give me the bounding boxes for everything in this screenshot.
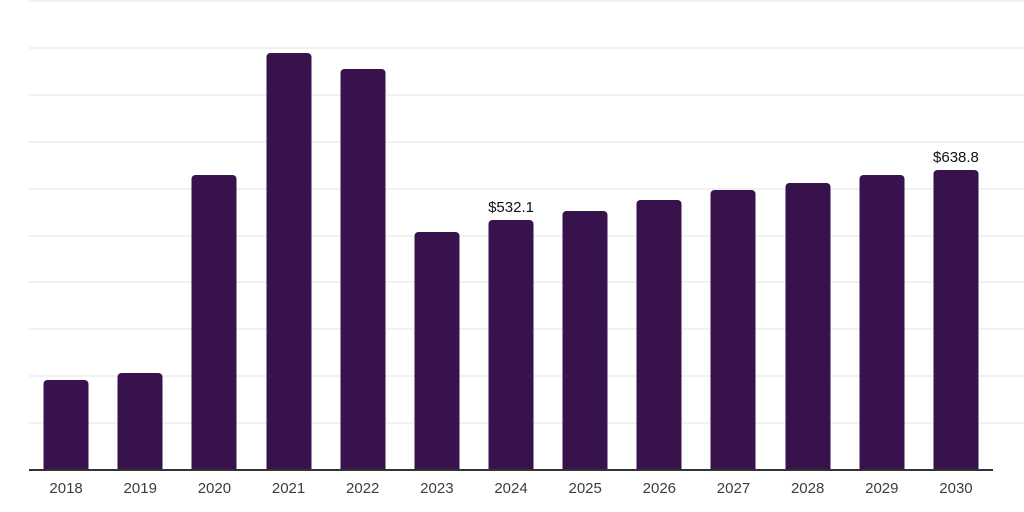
bar-2021: [266, 52, 312, 470]
x-axis-labels: 2018 2019 2020 2021 2022 2023 2024 2025 2026 2027…: [29, 477, 993, 501]
bar-2019: [117, 372, 163, 470]
bar-2024: [488, 220, 534, 470]
bar-slot: [103, 1, 177, 470]
bar-slot: [696, 1, 770, 470]
bar-2022: [340, 69, 386, 470]
bar-slot: $638.8: [919, 1, 993, 470]
bar-2027: [710, 190, 756, 470]
x-tick-label-2022: 2022: [346, 480, 380, 497]
bar-slot: $532.1: [474, 1, 548, 470]
bar-2028: [785, 182, 831, 470]
bar-slot: [400, 1, 474, 470]
bar-2020: [191, 175, 237, 470]
bar-slot: [771, 1, 845, 470]
bar-2026: [636, 199, 682, 470]
gridline: [29, 140, 1024, 143]
x-tick-label-2021: 2021: [271, 480, 306, 497]
x-tick-label-2026: 2026: [642, 480, 677, 497]
bar-slot: [29, 1, 103, 470]
gridline: [29, 187, 1024, 190]
x-tick-label-2024: 2024: [494, 480, 528, 497]
gridline: [29, 46, 1024, 49]
bar-slot: [177, 1, 251, 470]
gridline: [29, 93, 1024, 96]
x-tick-label-2018: 2018: [49, 480, 83, 497]
x-tick-label-2020: 2020: [197, 480, 232, 497]
bar-2018: [43, 379, 89, 470]
bar-slot: [251, 1, 325, 470]
bar-2029: [859, 175, 905, 470]
bar-slot: [326, 1, 400, 470]
x-tick-label-2027: 2027: [716, 480, 751, 497]
bar-2023: [414, 232, 460, 470]
x-tick-label-2028: 2028: [790, 480, 825, 497]
plot-area: $532.1 $638.8: [29, 1, 993, 470]
bar-slot: [548, 1, 622, 470]
bar-2030: [933, 170, 979, 470]
x-tick-label-2023: 2023: [420, 480, 454, 497]
x-tick-label-2025: 2025: [568, 480, 602, 497]
bar-slot: [622, 1, 696, 470]
x-axis-line: [29, 469, 993, 471]
bar-2025: [562, 210, 608, 470]
x-tick-label-2030: 2030: [939, 480, 973, 497]
bar-slot: [845, 1, 919, 470]
x-tick-label-2029: 2029: [865, 480, 899, 497]
bar-value-label: $638.8: [933, 149, 979, 167]
gridline: [29, 0, 1024, 2]
bar-value-label: $532.1: [488, 199, 534, 217]
x-tick-label-2019: 2019: [123, 480, 157, 497]
